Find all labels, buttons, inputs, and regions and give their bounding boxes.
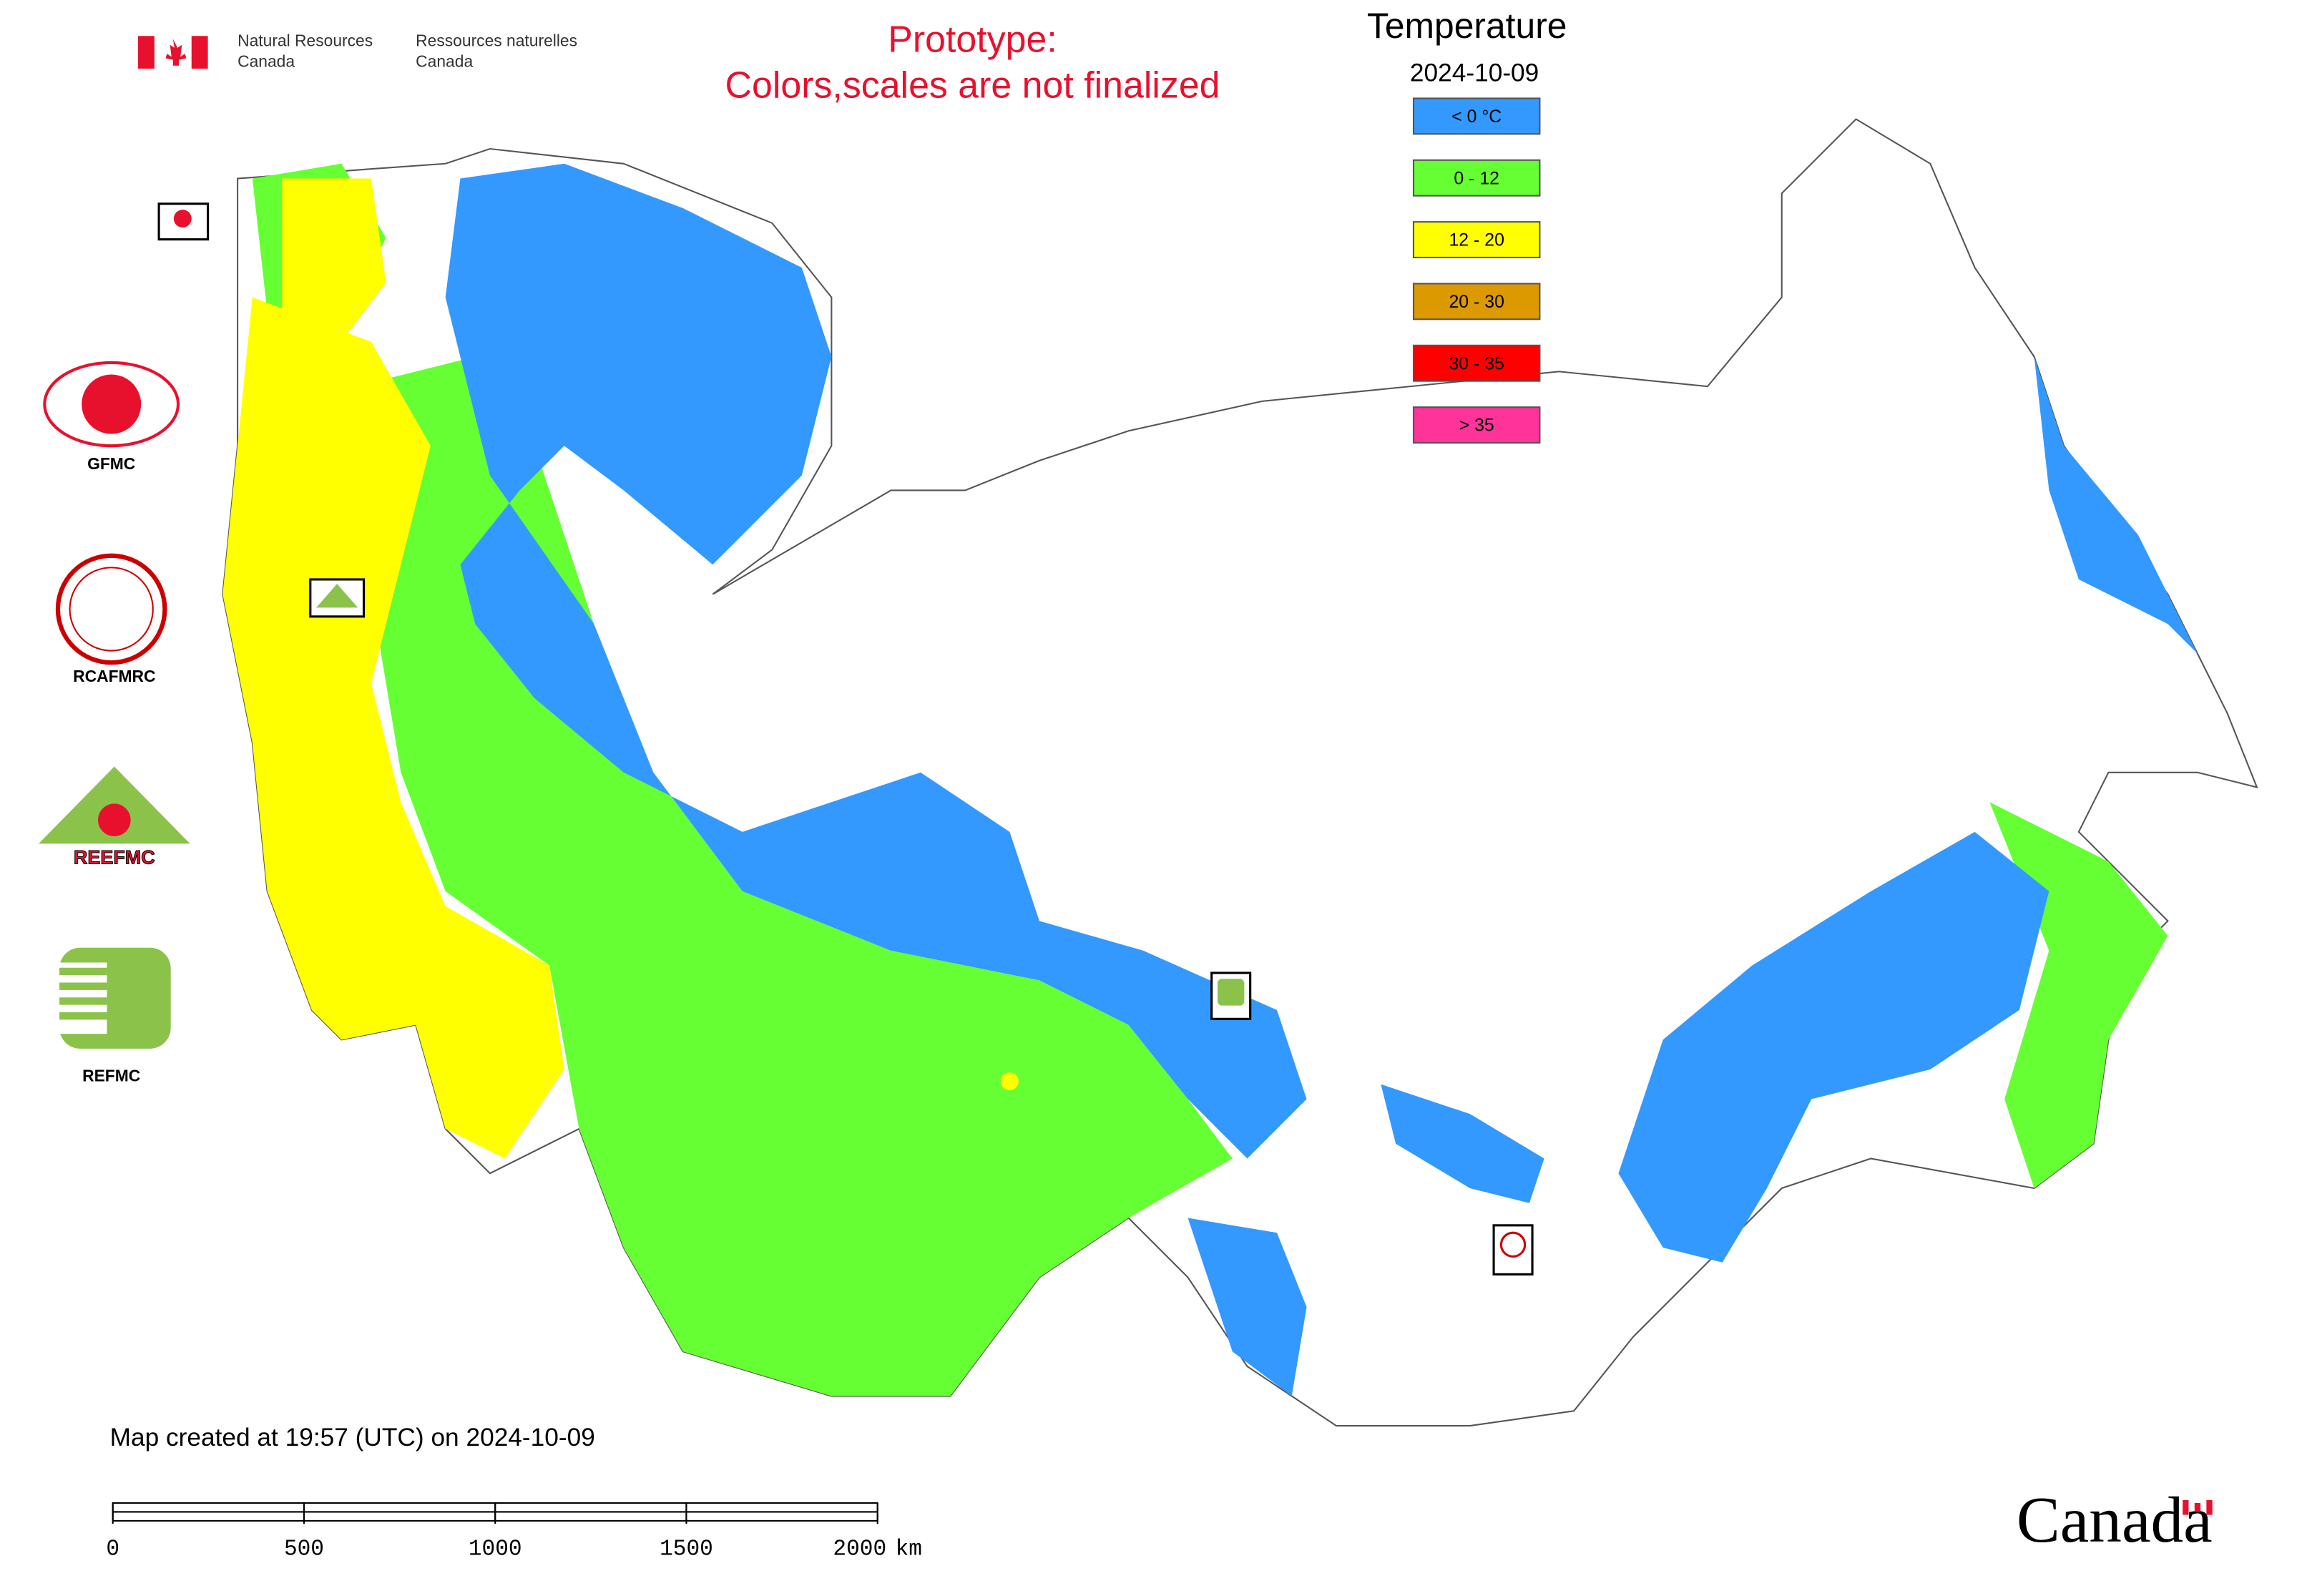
partner-logos: [38, 361, 190, 1049]
region-blue: [1381, 1084, 1544, 1203]
scale-segment: [494, 1502, 687, 1513]
legend-swatch: [1412, 159, 1541, 197]
region-blue: [445, 163, 1307, 1159]
scale-segment: [303, 1502, 496, 1513]
agency-fr: Ressources naturelles: [416, 31, 577, 50]
partner-label: RCAFMRC: [73, 667, 155, 685]
scale-bar: 0 500 1000 1500 2000 km: [106, 1502, 922, 1562]
region-blue: [1187, 1218, 1307, 1396]
notice: Prototype:: [888, 18, 1057, 59]
scale-tick-label: 0: [106, 1537, 119, 1562]
map-area: [222, 118, 2258, 1427]
region-yellow: [1000, 1072, 1019, 1090]
flag-icon: [138, 36, 208, 69]
legend-swatch: [1412, 283, 1541, 320]
legend: < 0 °C 0 - 12 12 - 20 20 - 30 30 - 35 > 35: [1412, 97, 1541, 444]
legend-swatch: [1412, 97, 1541, 135]
scale-unit: km: [896, 1537, 922, 1562]
region-yellow: [222, 297, 564, 1159]
legend-title: Temperature: [1367, 6, 1567, 46]
legend-label: 12 - 20: [1449, 230, 1504, 250]
legend-label: < 0 °C: [1451, 107, 1502, 127]
scale-tick-label: 1500: [660, 1537, 713, 1562]
legend-label: 30 - 35: [1449, 353, 1504, 373]
scale-tick-label: 1000: [469, 1537, 522, 1562]
agency-fr: Canada: [416, 52, 473, 71]
region-yellow: [282, 178, 386, 342]
wordmark: Canada: [2017, 1484, 2213, 1556]
partner-label: REEFMC: [74, 846, 155, 868]
scale-segment: [112, 1511, 305, 1522]
scale-segment: [112, 1502, 305, 1513]
legend-swatch: [1412, 344, 1541, 382]
agency-en: Natural Resources: [237, 31, 373, 50]
map-created: Map created at 19:57 (UTC) on 2024-10-09: [110, 1424, 595, 1451]
region-blue: [1618, 831, 2049, 1263]
legend-swatch: [1412, 221, 1541, 258]
scale-segment: [685, 1502, 878, 1513]
agency-en: Canada: [237, 52, 295, 71]
notice: Colors,scales are not finalized: [725, 64, 1220, 106]
legend-date: 2024-10-09: [1410, 59, 1539, 87]
scale-segment: [685, 1511, 878, 1522]
legend-swatch: [1412, 406, 1541, 444]
legend-label: > 35: [1459, 416, 1494, 436]
wordmark-flag: [2183, 1499, 2213, 1515]
legend-label: 0 - 12: [1454, 168, 1499, 188]
scale-segment: [494, 1511, 687, 1522]
scale-tick-label: 2000: [833, 1537, 886, 1562]
scale-segment: [303, 1511, 496, 1522]
partner-label: REFMC: [82, 1066, 140, 1085]
region-blue: [2034, 356, 2198, 654]
centre-markers: [157, 202, 1534, 1276]
partner-label: GFMC: [87, 454, 135, 473]
legend-label: 20 - 30: [1449, 292, 1504, 312]
scale-tick-label: 500: [284, 1537, 324, 1562]
